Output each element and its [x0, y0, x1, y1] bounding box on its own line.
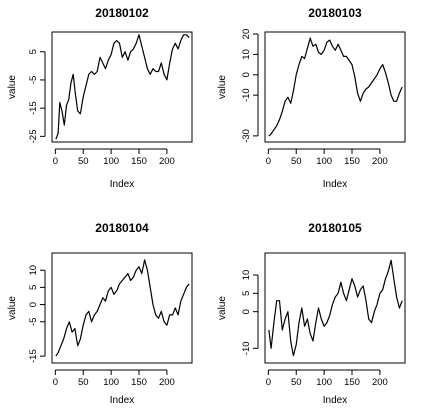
x-tick-label: 200: [372, 156, 388, 167]
y-tick-label: -5: [28, 318, 39, 326]
x-tick-label: 0: [266, 156, 271, 167]
panel-20180103: 20180103 0 50 100 150 200 Index -30 -10 0 10 20 valu…: [217, 6, 406, 190]
y-axis-label: value: [7, 75, 18, 99]
y-tick-label: -10: [241, 341, 252, 355]
plot-frame: [264, 252, 406, 364]
x-axis-label: Index: [110, 179, 134, 190]
panel-20180104: 20180104 0 50 100 150 200 Index -15 -5 0 5 10 value: [7, 221, 193, 406]
x-tick-label: 50: [291, 377, 302, 388]
x-tick-label: 50: [291, 156, 302, 167]
y-tick-label: 0: [28, 302, 39, 307]
x-axis-label: Index: [323, 179, 347, 190]
chart-title: 20180102: [95, 6, 149, 20]
y-tick-label: 0: [241, 309, 252, 314]
x-tick-label: 50: [78, 377, 89, 388]
y-tick-label: -15: [28, 349, 39, 363]
y-axis-label: value: [217, 75, 228, 99]
plot-frame: [51, 252, 193, 364]
x-tick-label: 150: [344, 156, 360, 167]
y-tick-label: 20: [241, 29, 252, 40]
y-tick-label: 5: [28, 49, 39, 54]
series-line: [55, 34, 190, 140]
y-tick-label: -15: [28, 101, 39, 115]
y-axis-label: value: [7, 296, 18, 320]
series-line: [55, 259, 190, 357]
y-tick-label: 5: [28, 285, 39, 290]
x-tick-label: 50: [78, 156, 89, 167]
x-tick-label: 200: [372, 377, 388, 388]
y-tick-label: 10: [28, 265, 39, 276]
panel-20180105: 20180105 0 50 100 150 200 Index -10 0 5 10 value: [217, 221, 406, 406]
x-axis-label: Index: [110, 395, 134, 406]
y-tick-label: 10: [241, 49, 252, 60]
series-line: [268, 259, 403, 357]
x-axis-label: Index: [323, 395, 347, 406]
chart-title: 20180105: [308, 221, 362, 235]
plot-frame: [264, 31, 406, 143]
panel-20180102: 20180102 0 50 100 150 200 Index -25 -15 -5 5 value: [7, 6, 193, 190]
x-tick-label: 100: [103, 156, 119, 167]
x-tick-label: 200: [159, 156, 175, 167]
x-tick-label: 200: [159, 377, 175, 388]
plot-frame: [51, 31, 193, 143]
y-tick-label: -10: [241, 88, 252, 102]
x-tick-label: 150: [131, 377, 147, 388]
y-tick-label: 10: [241, 270, 252, 281]
x-tick-label: 150: [131, 156, 147, 167]
y-tick-label: -25: [28, 129, 39, 143]
y-tick-label: -5: [28, 76, 39, 84]
y-tick-label: -30: [241, 129, 252, 143]
y-tick-label: 0: [241, 72, 252, 77]
x-tick-label: 100: [316, 377, 332, 388]
y-tick-label: 5: [241, 291, 252, 296]
x-tick-label: 0: [53, 377, 58, 388]
x-tick-label: 0: [53, 156, 58, 167]
x-tick-label: 0: [266, 377, 271, 388]
x-tick-label: 150: [344, 377, 360, 388]
series-line: [268, 37, 403, 137]
x-tick-label: 100: [103, 377, 119, 388]
chart-title: 20180104: [95, 221, 149, 235]
y-axis-label: value: [217, 296, 228, 320]
x-tick-label: 100: [316, 156, 332, 167]
chart-title: 20180103: [308, 6, 362, 20]
